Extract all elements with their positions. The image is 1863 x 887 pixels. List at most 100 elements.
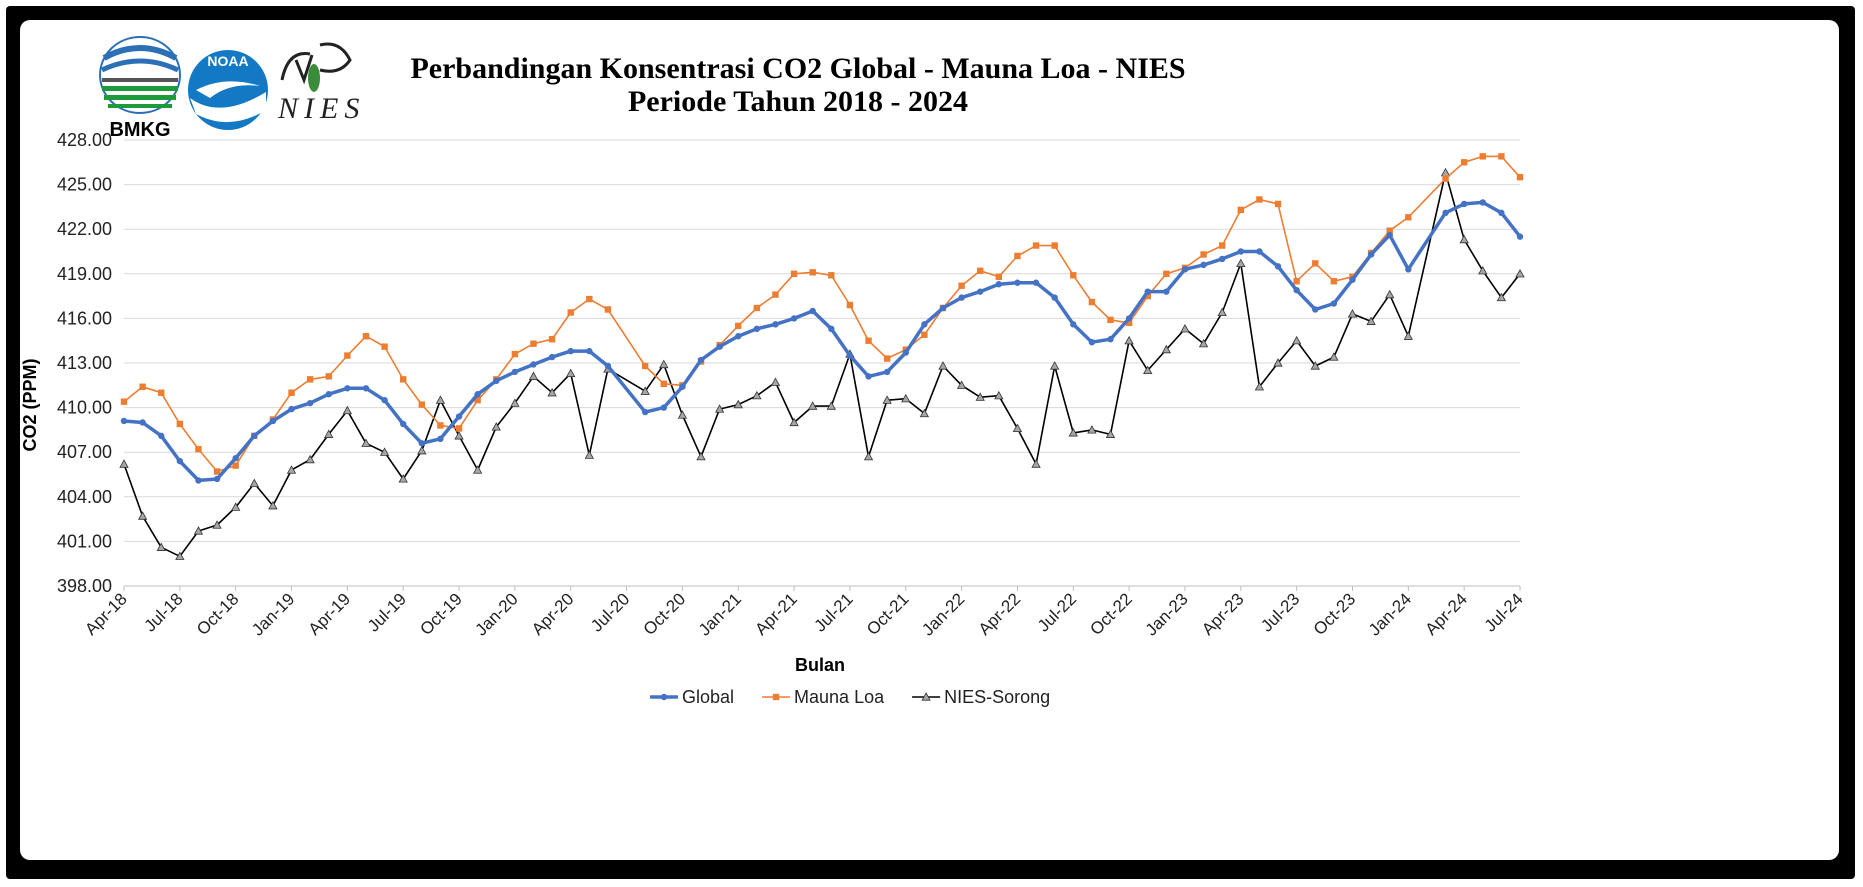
x-tick-label: Jul-20: [587, 589, 633, 635]
legend-marker-mauna-loa: [772, 693, 780, 701]
data-point-nies-sorong: [938, 361, 948, 370]
y-axis-ticks: 398.00 401.00 404.00 407.00 410.00 413.00 416.…: [57, 130, 112, 596]
x-tick-label: Oct-22: [1086, 589, 1136, 639]
data-point-global: [530, 361, 537, 368]
y-tick-label: 428.00: [57, 130, 112, 150]
data-point-global: [1256, 248, 1263, 255]
data-point-global: [921, 321, 928, 328]
data-point-global: [1237, 248, 1245, 255]
data-point-nies-sorong: [472, 465, 483, 474]
data-point-mauna-loa: [232, 462, 239, 469]
data-point-nies-sorong: [1161, 344, 1172, 354]
data-point-global: [176, 457, 184, 465]
data-point-global: [548, 353, 556, 361]
data-point-nies-sorong: [491, 422, 501, 431]
data-point-nies-sorong: [1329, 352, 1339, 361]
data-point-global: [883, 368, 891, 376]
data-point-global: [400, 420, 407, 428]
data-point-nies-sorong: [752, 390, 762, 400]
gridlines: [124, 139, 1520, 587]
data-point-global: [1330, 300, 1338, 307]
data-point-global: [1442, 209, 1449, 217]
data-point-mauna-loa: [977, 267, 984, 275]
data-point-global: [306, 399, 314, 407]
data-point-global: [567, 347, 574, 355]
data-point-mauna-loa: [1070, 272, 1077, 279]
data-point-nies-sorong: [1366, 316, 1376, 325]
data-point-nies-sorong: [1310, 361, 1320, 370]
data-point-mauna-loa: [1498, 153, 1505, 160]
y-tick-label: 404.00: [57, 487, 112, 507]
data-point-nies-sorong: [379, 447, 390, 456]
data-point-mauna-loa: [344, 352, 351, 359]
data-point-global: [437, 435, 444, 443]
data-point-global: [511, 368, 519, 376]
data-point-nies-sorong: [324, 429, 334, 438]
data-point-nies-sorong: [882, 395, 892, 404]
chart-title: Perbandingan Konsentrasi CO2 Global - Ma…: [410, 52, 1185, 85]
data-point-nies-sorong: [156, 542, 166, 551]
x-tick-label: Apr-19: [305, 589, 355, 639]
nies-logo-text: NIES: [277, 92, 365, 125]
data-point-global: [381, 396, 388, 404]
data-point-nies-sorong: [1031, 459, 1041, 468]
data-point-global: [195, 477, 202, 484]
y-axis-label: CO2 (PPM): [20, 358, 40, 451]
x-tick-label: Apr-21: [751, 589, 801, 639]
chart-svg: BMKG NOAA NIES Perbandingan Konsentrasi …: [20, 36, 1527, 707]
legend-label-nies-sorong: NIES-Sorong: [944, 687, 1050, 707]
data-point-nies-sorong: [454, 431, 464, 440]
series-global: [120, 199, 1524, 484]
data-point-global: [735, 333, 742, 340]
data-point-mauna-loa: [158, 389, 165, 396]
data-point-mauna-loa: [1125, 319, 1133, 327]
data-point-mauna-loa: [139, 383, 146, 390]
data-point-global: [977, 288, 984, 295]
legend-marker-global: [660, 693, 668, 701]
data-point-global: [679, 383, 686, 390]
data-point-nies-sorong: [1403, 331, 1413, 340]
data-point-nies-sorong: [919, 408, 930, 418]
data-point-global: [269, 417, 277, 425]
data-point-global: [772, 321, 779, 328]
data-point-global: [604, 362, 612, 370]
data-point-global: [995, 281, 1003, 288]
x-tick-label: Jan-22: [918, 589, 968, 639]
x-axis-ticks: Apr-18 Jul-18 Oct-18 Jan-19 Apr-19 Jul-19 Oct-…: [81, 586, 1527, 640]
data-point-nies-sorong: [1254, 381, 1265, 391]
data-point-global: [474, 391, 481, 398]
x-tick-label: Jul-21: [811, 589, 857, 635]
data-point-global: [362, 385, 370, 392]
data-point-global: [1125, 315, 1133, 322]
data-point-mauna-loa: [1274, 200, 1282, 208]
data-point-mauna-loa: [1312, 260, 1319, 267]
data-point-nies-sorong: [956, 380, 967, 389]
data-point-mauna-loa: [437, 422, 444, 429]
data-point-global: [418, 440, 426, 447]
data-point-mauna-loa: [1014, 252, 1021, 260]
data-point-nies-sorong: [249, 478, 259, 488]
data-point-global: [1460, 200, 1468, 208]
data-point-mauna-loa: [1218, 242, 1226, 249]
legend-label-mauna-loa: Mauna Loa: [794, 687, 885, 707]
data-point-mauna-loa: [511, 350, 519, 358]
data-point-mauna-loa: [1386, 227, 1393, 234]
data-point-mauna-loa: [455, 425, 463, 432]
legend-label-global: Global: [682, 687, 734, 707]
x-axis-label: Bulan: [795, 655, 845, 675]
data-point-nies-sorong: [733, 399, 743, 409]
data-point-nies-sorong: [1347, 309, 1358, 318]
data-point-mauna-loa: [1144, 292, 1151, 300]
x-tick-label: Jul-19: [364, 589, 410, 635]
data-point-mauna-loa: [120, 398, 128, 405]
y-tick-label: 416.00: [57, 308, 112, 328]
data-point-nies-sorong: [566, 368, 576, 378]
bmkg-logo: BMKG: [99, 36, 181, 141]
data-point-mauna-loa: [213, 468, 221, 475]
data-point-mauna-loa: [1237, 206, 1244, 214]
data-point-global: [1032, 279, 1040, 286]
data-point-global: [586, 347, 593, 355]
data-point-nies-sorong: [1049, 361, 1060, 370]
data-point-nies-sorong: [1236, 258, 1246, 267]
data-point-nies-sorong: [175, 551, 185, 560]
